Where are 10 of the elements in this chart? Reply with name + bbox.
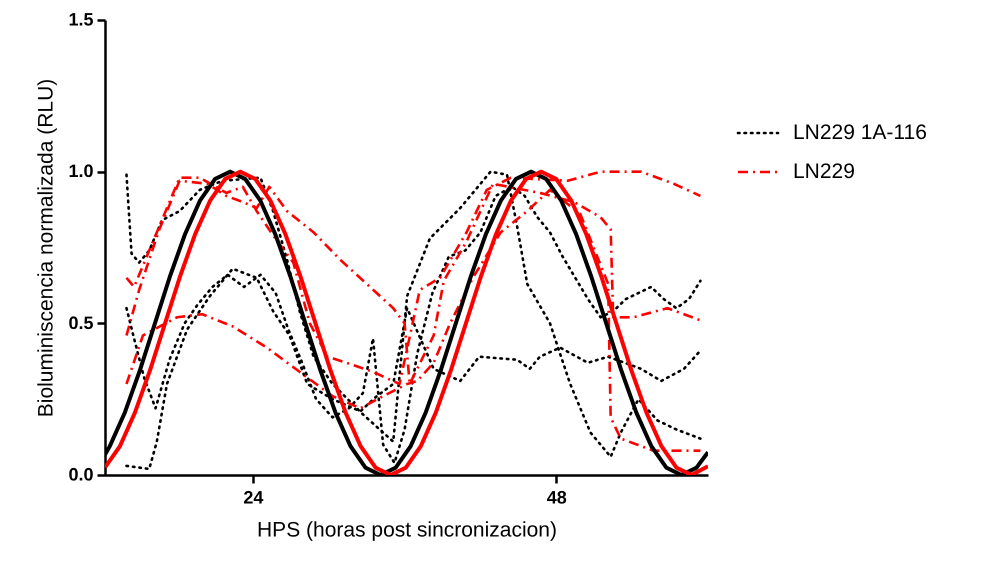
legend-label: LN229 1A-116 <box>793 121 927 144</box>
y-tick-label: 1.0 <box>68 161 94 182</box>
x-tick-label: 48 <box>546 488 567 508</box>
x-tick-label: 24 <box>243 488 264 508</box>
legend-label: LN229 <box>793 160 855 183</box>
x-axis-title: HPS (horas post sincronizacion) <box>257 518 557 542</box>
y-tick-label: 1.5 <box>68 10 94 30</box>
y-axis-title: Bioluminiscencia normalizada (RLU) <box>34 78 58 418</box>
y-tick-label: 0.0 <box>68 464 94 484</box>
y-tick-label: 0.5 <box>68 312 94 333</box>
